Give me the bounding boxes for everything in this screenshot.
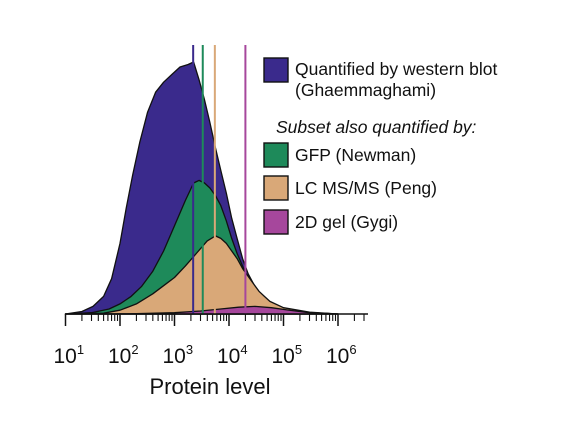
density-areas <box>64 61 339 315</box>
x-tick-label: 102 <box>108 342 139 368</box>
legend-swatch-1 <box>263 57 289 83</box>
density-area-3 <box>64 235 339 315</box>
x-axis-title: Protein level <box>149 374 270 399</box>
x-tick-label: 104 <box>217 342 248 368</box>
legend-swatch-3 <box>263 175 289 201</box>
density-area-4 <box>64 305 339 315</box>
x-tick-label: 105 <box>272 342 303 368</box>
legend-swatch-4 <box>263 209 289 235</box>
legend-label-2: GFP (Newman) <box>295 145 416 165</box>
legend-swatch-2 <box>263 142 289 168</box>
median-lines <box>192 45 247 314</box>
x-tick-label: 106 <box>326 342 357 368</box>
legend-label-1: Quantified by western blot <box>295 59 497 79</box>
x-axis-ticks: 101 102 103 104 105 106 <box>54 314 365 368</box>
legend-label-4: 2D gel (Gygi) <box>295 212 398 232</box>
x-tick-label: 101 <box>54 342 85 368</box>
legend-label-3: LC MS/MS (Peng) <box>295 178 437 198</box>
legend-label-1: (Ghaemmaghami) <box>295 80 436 100</box>
legend: Quantified by western blot(Ghaemmaghami)… <box>263 57 497 235</box>
x-tick-label: 103 <box>163 342 194 368</box>
legend-subtitle: Subset also quantified by: <box>276 117 477 137</box>
